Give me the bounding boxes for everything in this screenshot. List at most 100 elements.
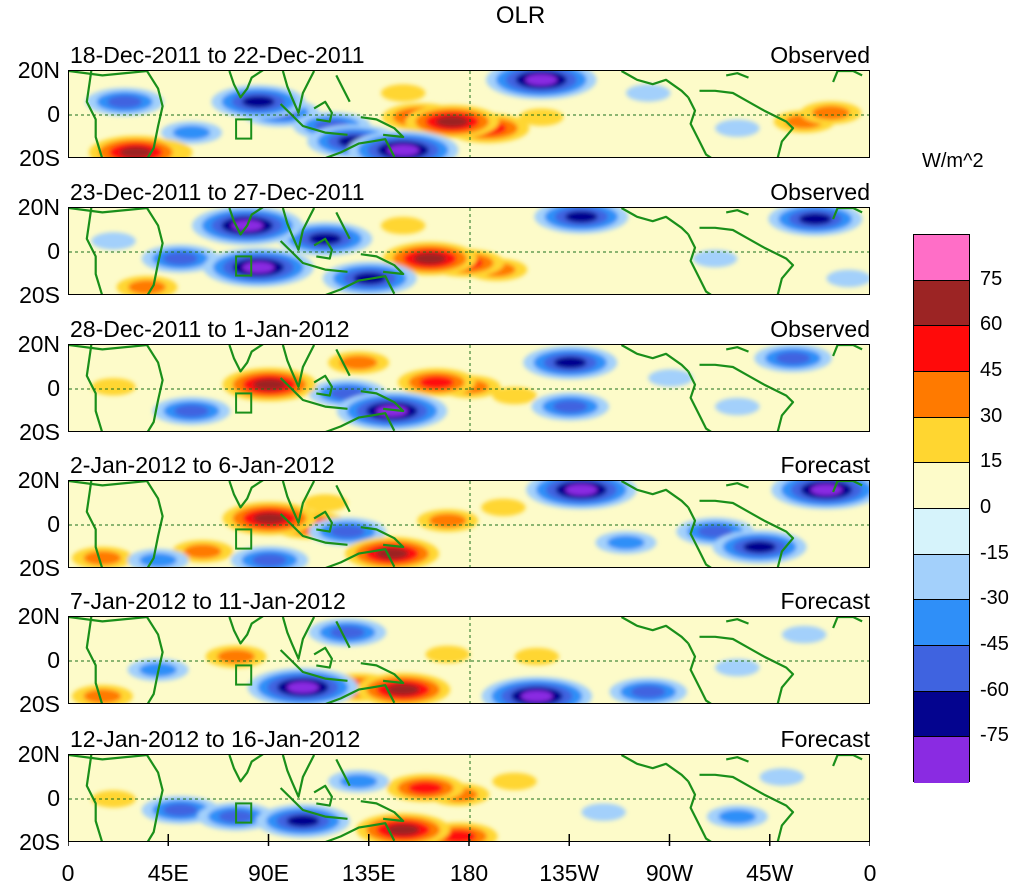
coastline: [279, 377, 348, 410]
coastline: [335, 74, 351, 103]
olr-anomaly-contour: [648, 369, 693, 387]
coastline: [620, 755, 690, 783]
coastline: [335, 348, 351, 377]
coastline: [281, 481, 316, 524]
coastline: [313, 510, 333, 533]
olr-map-svg: [69, 617, 869, 703]
olr-anomaly-contour: [286, 815, 320, 827]
reference-box: [235, 118, 253, 140]
panel-kind-label: Forecast: [780, 588, 870, 614]
y-tick-label: 20S: [19, 555, 60, 581]
y-tick-label: 0: [47, 238, 60, 264]
y-tick-label: 0: [47, 511, 60, 537]
x-tick-label: 135W: [539, 860, 600, 886]
coastline: [313, 100, 333, 123]
x-tick-label: 0: [863, 860, 877, 886]
coastline: [85, 481, 103, 567]
colorbar-segment: [914, 554, 969, 601]
coastline: [620, 345, 690, 373]
olr-anomaly-contour: [330, 626, 365, 639]
olr-anomaly-contour: [798, 213, 832, 225]
colorbar-tick-label: -45: [980, 633, 1009, 655]
coastline: [313, 237, 333, 260]
coastline: [85, 71, 103, 157]
coastline: [281, 345, 316, 388]
olr-anomaly-contour: [139, 553, 177, 567]
olr-anomaly-contour: [553, 356, 587, 369]
olr-anomaly-contour: [419, 376, 454, 389]
coastline: [687, 780, 712, 841]
olr-anomaly-contour: [441, 830, 477, 841]
colorbar: [913, 234, 970, 783]
coastline: [832, 71, 863, 83]
panel-period-label: 12-Jan-2012 to 16-Jan-2012: [70, 726, 361, 752]
olr-anomaly-contour: [743, 541, 776, 553]
y-tick-label: 0: [47, 785, 60, 811]
olr-anomaly-contour: [386, 683, 420, 696]
coastline: [325, 684, 396, 703]
coastline: [335, 758, 351, 787]
coastline: [620, 481, 690, 509]
reference-box: [235, 255, 253, 277]
coastline: [832, 208, 863, 220]
coastline: [699, 363, 795, 431]
x-tick-label: 45W: [746, 860, 794, 886]
colorbar-tick-label: -15: [980, 541, 1009, 564]
coastline: [281, 617, 316, 660]
coastline: [69, 755, 164, 841]
colorbar-tick-label: 15: [980, 450, 1003, 473]
olr-anomaly-contour: [183, 544, 222, 559]
olr-map-svg: [69, 345, 869, 431]
panel-period-label: 28-Dec-2011 to 1-Jan-2012: [70, 316, 350, 342]
y-tick-label: 20N: [17, 603, 60, 629]
coastline: [687, 96, 712, 157]
panel-period-label: 18-Dec-2011 to 22-Dec-2011: [70, 42, 365, 68]
coastline: [85, 617, 103, 703]
colorbar-segment: [914, 600, 969, 646]
coastline: [279, 240, 348, 273]
olr-anomaly-contour: [521, 690, 553, 702]
colorbar-segment: [914, 372, 969, 418]
olr-anomaly-contour: [425, 645, 470, 664]
coastline: [281, 71, 316, 114]
colorbar-tick-label: 75: [980, 267, 1003, 290]
olr-anomaly-contour: [339, 355, 378, 370]
colorbar-tick-label: 0: [980, 496, 992, 518]
coastline: [228, 617, 264, 645]
coastline: [281, 755, 316, 798]
olr-anomaly-contour: [428, 513, 467, 528]
coastline: [687, 370, 712, 431]
colorbar-tick-label: 60: [980, 313, 1003, 336]
coastline: [279, 513, 348, 546]
coastline: [228, 755, 264, 783]
coastline: [335, 211, 351, 240]
coastline: [725, 618, 749, 625]
olr-anomaly-contour: [413, 252, 447, 265]
olr-anomaly-contour: [715, 119, 760, 137]
coastline: [325, 275, 396, 294]
olr-anomaly-contour: [119, 146, 153, 157]
coastline: [832, 617, 863, 629]
coastline: [228, 345, 264, 373]
olr-anomaly-contour: [253, 512, 286, 525]
olr-anomaly-contour: [810, 484, 843, 496]
coastline: [360, 662, 405, 685]
coastline: [85, 755, 103, 841]
olr-anomaly-contour: [826, 269, 869, 288]
colorbar-segment: [914, 509, 969, 555]
chart-title: OLR: [495, 2, 546, 29]
olr-anomaly-contour: [514, 647, 560, 666]
colorbar-segment: [914, 417, 969, 464]
coastline: [360, 116, 405, 139]
colorbar-tick-label: -60: [980, 678, 1009, 701]
y-tick-label: 20N: [17, 57, 60, 83]
y-tick-label: 20S: [19, 419, 60, 445]
olr-anomaly-contour: [812, 105, 850, 120]
olr-anomaly-contour: [525, 74, 558, 86]
olr-map-svg: [69, 481, 869, 567]
olr-anomaly-contour: [91, 232, 136, 250]
coastline: [335, 620, 351, 649]
coastline: [620, 617, 690, 645]
olr-anomaly-contour: [107, 95, 142, 109]
y-tick-label: 20N: [17, 331, 60, 357]
